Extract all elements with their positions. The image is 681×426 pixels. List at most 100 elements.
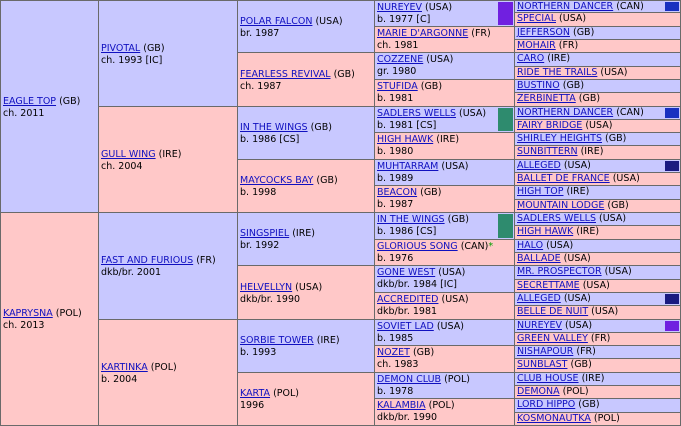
- horse-name-link[interactable]: BELLE DE NUIT: [517, 306, 589, 317]
- horse-country: (USA): [612, 173, 640, 184]
- horse-name-link[interactable]: MOHAIR: [517, 40, 556, 51]
- horse-name-link[interactable]: BUSTINO: [517, 80, 560, 91]
- pedigree-cell-gen4: DEMON CLUB (POL) b. 1978: [374, 372, 515, 399]
- horse-name-link[interactable]: HALO: [517, 240, 544, 251]
- pedigree-cell-gen4: COZZENE (USA) gr. 1980: [374, 52, 515, 80]
- horse-name-link[interactable]: KALAMBIA: [377, 400, 426, 411]
- horse-name-link[interactable]: LORD HIPPO: [517, 399, 576, 410]
- horse-name-link[interactable]: GONE WEST: [377, 267, 436, 278]
- pedigree-cell-gen2: PIVOTAL (GB) ch. 1993 [IC]: [98, 0, 238, 107]
- pedigree-cell-gen5: MOHAIR (FR): [514, 39, 681, 53]
- horse-name-link[interactable]: NORTHERN DANCER: [517, 1, 614, 12]
- horse-name-link[interactable]: BALLET DE FRANCE: [517, 173, 610, 184]
- pedigree-cell-gen2: KARTINKA (POL) b. 2004: [98, 319, 238, 426]
- star-marker: *: [488, 241, 494, 252]
- horse-name-link[interactable]: SINGSPIEL: [240, 228, 290, 239]
- horse-name-link[interactable]: NUREYEV: [517, 320, 562, 331]
- horse-country: (IRE): [547, 53, 571, 64]
- horse-name-link[interactable]: KARTINKA: [101, 362, 148, 373]
- horse-name-link[interactable]: ALLEGED: [517, 160, 561, 171]
- horse-name-link[interactable]: SPECIAL: [517, 13, 556, 24]
- horse-name-link[interactable]: KARTA: [240, 388, 271, 399]
- color-marker: [665, 108, 679, 118]
- horse-name-link[interactable]: CARO: [517, 53, 545, 64]
- color-marker: [665, 161, 679, 171]
- horse-name-link[interactable]: SORBIE TOWER: [240, 335, 314, 346]
- horse-name-link[interactable]: NISHAPOUR: [517, 346, 574, 357]
- horse-name-link[interactable]: DEMONA: [517, 386, 560, 397]
- horse-description: b. 1987: [377, 199, 414, 210]
- horse-country: (USA): [438, 267, 466, 278]
- horse-name-link[interactable]: BEACON: [377, 187, 418, 198]
- horse-name-link[interactable]: IN THE WINGS: [377, 214, 445, 225]
- horse-name-link[interactable]: NOZET: [377, 347, 410, 358]
- pedigree-cell-gen5: SADLERS WELLS (USA): [514, 212, 681, 226]
- horse-name-link[interactable]: SADLERS WELLS: [517, 213, 596, 224]
- horse-name-link[interactable]: ACCREDITED: [377, 294, 439, 305]
- horse-name-link[interactable]: GLORIOUS SONG: [377, 241, 458, 252]
- pedigree-cell-gen4: SOVIET LAD (USA) b. 1985: [374, 319, 515, 346]
- horse-name-link[interactable]: COZZENE: [377, 54, 424, 65]
- horse-name-link[interactable]: STUFIDA: [377, 81, 418, 92]
- horse-country: (USA): [565, 320, 593, 331]
- horse-country: (USA): [459, 108, 487, 119]
- horse-name-link[interactable]: HIGH TOP: [517, 186, 564, 197]
- pedigree-cell-gen3: SINGSPIEL (IRE) br. 1992: [237, 212, 375, 266]
- horse-name-link[interactable]: MR. PROSPECTOR: [517, 266, 602, 277]
- horse-country: (USA): [315, 16, 343, 27]
- horse-name-link[interactable]: SECRETTAME: [517, 280, 580, 291]
- horse-name-link[interactable]: RIDE THE TRAILS: [517, 67, 598, 78]
- horse-description: b. 1981 [CS]: [377, 120, 437, 131]
- horse-name-link[interactable]: NORTHERN DANCER: [517, 107, 614, 118]
- horse-name-link[interactable]: GULL WING: [101, 149, 156, 160]
- horse-name-link[interactable]: IN THE WINGS: [240, 122, 308, 133]
- horse-name-link[interactable]: DEMON CLUB: [377, 374, 442, 385]
- horse-name-link[interactable]: ALLEGED: [517, 293, 561, 304]
- color-marker: [498, 2, 513, 25]
- horse-name-link[interactable]: FAIRY BRIDGE: [517, 120, 583, 131]
- horse-name-link[interactable]: FAST AND FURIOUS: [101, 255, 194, 266]
- horse-country: (USA): [426, 54, 454, 65]
- horse-name-link[interactable]: EAGLE TOP: [3, 96, 57, 107]
- horse-name-link[interactable]: NUREYEV: [377, 2, 422, 13]
- horse-country: (GB): [316, 175, 338, 186]
- horse-country: (POL): [55, 308, 82, 319]
- horse-description: ch. 1981: [377, 40, 419, 51]
- horse-name-link[interactable]: HIGH HAWK: [377, 134, 434, 145]
- horse-name-link[interactable]: FEARLESS REVIVAL: [240, 69, 331, 80]
- horse-name-link[interactable]: SHIRLEY HEIGHTS: [517, 133, 602, 144]
- horse-name-link[interactable]: BALLADE: [517, 253, 561, 264]
- horse-name-link[interactable]: JEFFERSON: [517, 27, 570, 38]
- horse-country: (USA): [425, 2, 453, 13]
- horse-description: ch. 1983: [377, 359, 419, 370]
- horse-name-link[interactable]: SUNBITTERN: [517, 146, 578, 157]
- pedigree-cell-gen1: EAGLE TOP (GB) ch. 2011: [0, 0, 99, 213]
- pedigree-cell-gen5: BALLET DE FRANCE (USA): [514, 172, 681, 186]
- horse-country: (POL): [562, 386, 589, 397]
- horse-name-link[interactable]: POLAR FALCON: [240, 16, 313, 27]
- horse-country: (USA): [563, 160, 591, 171]
- color-marker: [665, 294, 679, 304]
- horse-name-link[interactable]: PIVOTAL: [101, 43, 141, 54]
- horse-description: b. 1977 [C]: [377, 14, 431, 25]
- horse-country: (USA): [582, 280, 610, 291]
- pedigree-cell-gen5: HIGH TOP (IRE): [514, 185, 681, 200]
- horse-name-link[interactable]: SADLERS WELLS: [377, 108, 456, 119]
- horse-name-link[interactable]: KOSMONAUTKA: [517, 413, 591, 424]
- pedigree-cell-gen5: NUREYEV (USA): [514, 319, 681, 333]
- pedigree-cell-gen5: ALLEGED (USA): [514, 292, 681, 306]
- horse-name-link[interactable]: GREEN VALLEY: [517, 333, 588, 344]
- horse-name-link[interactable]: KAPRYSNA: [3, 308, 53, 319]
- horse-name-link[interactable]: MARIE D'ARGONNE: [377, 28, 469, 39]
- horse-name-link[interactable]: MAYCOCKS BAY: [240, 175, 314, 186]
- horse-name-link[interactable]: HIGH HAWK: [517, 226, 574, 237]
- horse-name-link[interactable]: ZERBINETTA: [517, 93, 576, 104]
- horse-name-link[interactable]: HELVELLYN: [240, 282, 293, 293]
- horse-name-link[interactable]: MOUNTAIN LODGE: [517, 200, 605, 211]
- color-marker: [498, 108, 513, 131]
- horse-name-link[interactable]: SUNBLAST: [517, 359, 568, 370]
- horse-name-link[interactable]: SOVIET LAD: [377, 321, 434, 332]
- horse-name-link[interactable]: CLUB HOUSE: [517, 373, 579, 384]
- pedigree-cell-gen5: KOSMONAUTKA (POL): [514, 412, 681, 426]
- horse-name-link[interactable]: MUHTARRAM: [377, 161, 439, 172]
